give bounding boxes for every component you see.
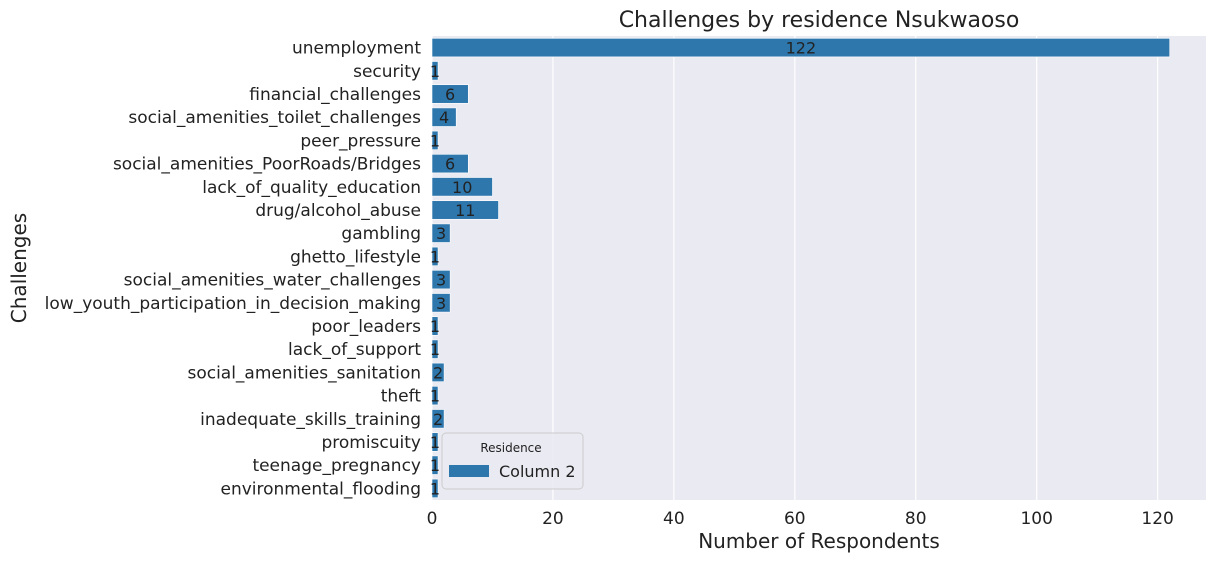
bar-value-label: 1 — [430, 387, 440, 406]
legend-title: Residence — [480, 441, 541, 455]
bar-value-label: 2 — [433, 363, 443, 382]
legend-swatch — [449, 465, 489, 477]
bar — [431, 107, 457, 127]
y-tick-label: lack_of_quality_education — [202, 178, 421, 198]
y-tick-labels: unemployment security financial_challenges… — [45, 39, 422, 500]
bar-value-label: 3 — [436, 271, 446, 290]
bars — [431, 38, 1171, 498]
bar — [431, 177, 493, 197]
legend: Residence Column 2 — [441, 432, 584, 490]
y-tick-label: promiscuity — [321, 433, 421, 453]
bar — [431, 362, 445, 382]
y-tick-label: theft — [381, 387, 422, 407]
bar-value-label: 1 — [430, 317, 440, 336]
bar-value-label: 6 — [445, 85, 455, 104]
bar — [431, 432, 439, 452]
bar-value-label: 3 — [436, 294, 446, 313]
x-tick-label: 100 — [1020, 509, 1052, 529]
x-tick-label: 60 — [784, 509, 806, 529]
bar-value-label: 1 — [430, 433, 440, 452]
bar-value-label: 6 — [445, 155, 455, 174]
x-axis-label: Number of Respondents — [698, 529, 940, 553]
bar — [431, 386, 439, 406]
bar — [431, 409, 445, 429]
bar — [431, 84, 469, 104]
bar — [431, 293, 451, 313]
y-tick-label: peer_pressure — [300, 131, 421, 151]
bar — [431, 223, 451, 243]
y-tick-label: social_amenities_PoorRoads/Bridges — [113, 155, 421, 175]
bar — [431, 478, 439, 498]
bar — [431, 200, 499, 220]
bar-value-label: 1 — [430, 456, 440, 475]
x-tick-label: 20 — [542, 509, 564, 529]
bar-value-label: 3 — [436, 224, 446, 243]
grid-lines — [431, 36, 1159, 500]
x-tick-labels: 0 20 40 60 80 100 120 — [427, 509, 1174, 529]
y-tick-label: drug/alcohol_abuse — [255, 201, 421, 221]
y-tick-label: poor_leaders — [311, 317, 421, 337]
plot-area — [432, 36, 1206, 500]
bar-value-label: 10 — [452, 178, 472, 197]
y-tick-label: unemployment — [292, 39, 421, 59]
y-tick-label: financial_challenges — [249, 85, 421, 105]
bar-value-label: 11 — [455, 201, 475, 220]
bar — [431, 455, 439, 475]
bar — [431, 339, 439, 359]
bar-value-label: 4 — [439, 108, 449, 127]
bar-value-label: 1 — [430, 479, 440, 498]
bar — [431, 154, 469, 174]
bar-value-label: 1 — [430, 62, 440, 81]
bar — [431, 316, 439, 336]
x-tick-label: 80 — [905, 509, 927, 529]
y-tick-label: lack_of_support — [288, 340, 421, 360]
bar — [431, 270, 451, 290]
y-tick-label: environmental_flooding — [221, 479, 422, 499]
y-tick-label: social_amenities_toilet_challenges — [128, 108, 421, 128]
bar — [431, 130, 439, 150]
chart-title: Challenges by residence Nsukwaoso — [619, 8, 1020, 33]
y-tick-label: gambling — [341, 224, 421, 244]
bar — [431, 38, 1171, 58]
bar-value-label: 122 — [786, 39, 817, 58]
x-tick-label: 0 — [427, 509, 438, 529]
bar — [431, 61, 439, 81]
x-tick-label: 120 — [1141, 509, 1173, 529]
bar-value-label: 1 — [430, 131, 440, 150]
y-tick-label: teenage_pregnancy — [252, 456, 421, 476]
y-tick-label: social_amenities_sanitation — [187, 363, 421, 383]
bar — [431, 246, 439, 266]
bar-value-label: 1 — [430, 247, 440, 266]
y-tick-label: inadequate_skills_training — [200, 410, 421, 430]
y-tick-label: social_amenities_water_challenges — [124, 271, 422, 291]
y-tick-label: ghetto_lifestyle — [290, 247, 421, 267]
y-tick-label: low_youth_participation_in_decision_maki… — [45, 294, 421, 314]
legend-entry-label: Column 2 — [499, 462, 576, 481]
bar-value-label: 1 — [430, 340, 440, 359]
y-axis-label: Challenges — [7, 213, 31, 323]
bar-value-label: 2 — [433, 410, 443, 429]
y-tick-label: security — [353, 62, 421, 82]
x-tick-label: 40 — [663, 509, 685, 529]
